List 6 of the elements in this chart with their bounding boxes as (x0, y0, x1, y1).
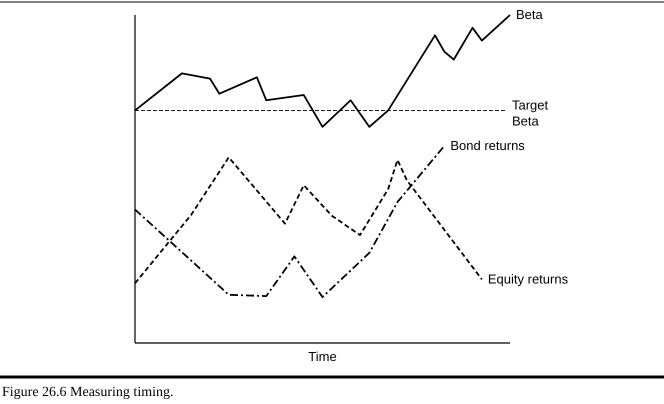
caption: Figure 26.6 Measuring timing. (2, 385, 174, 400)
ref-line-label: Target Beta (512, 97, 549, 128)
series-label: Bond returns (450, 138, 526, 153)
series-label: Beta (516, 7, 544, 22)
series-label: Equity returns (488, 271, 569, 286)
x-axis-title: Time (308, 349, 337, 364)
